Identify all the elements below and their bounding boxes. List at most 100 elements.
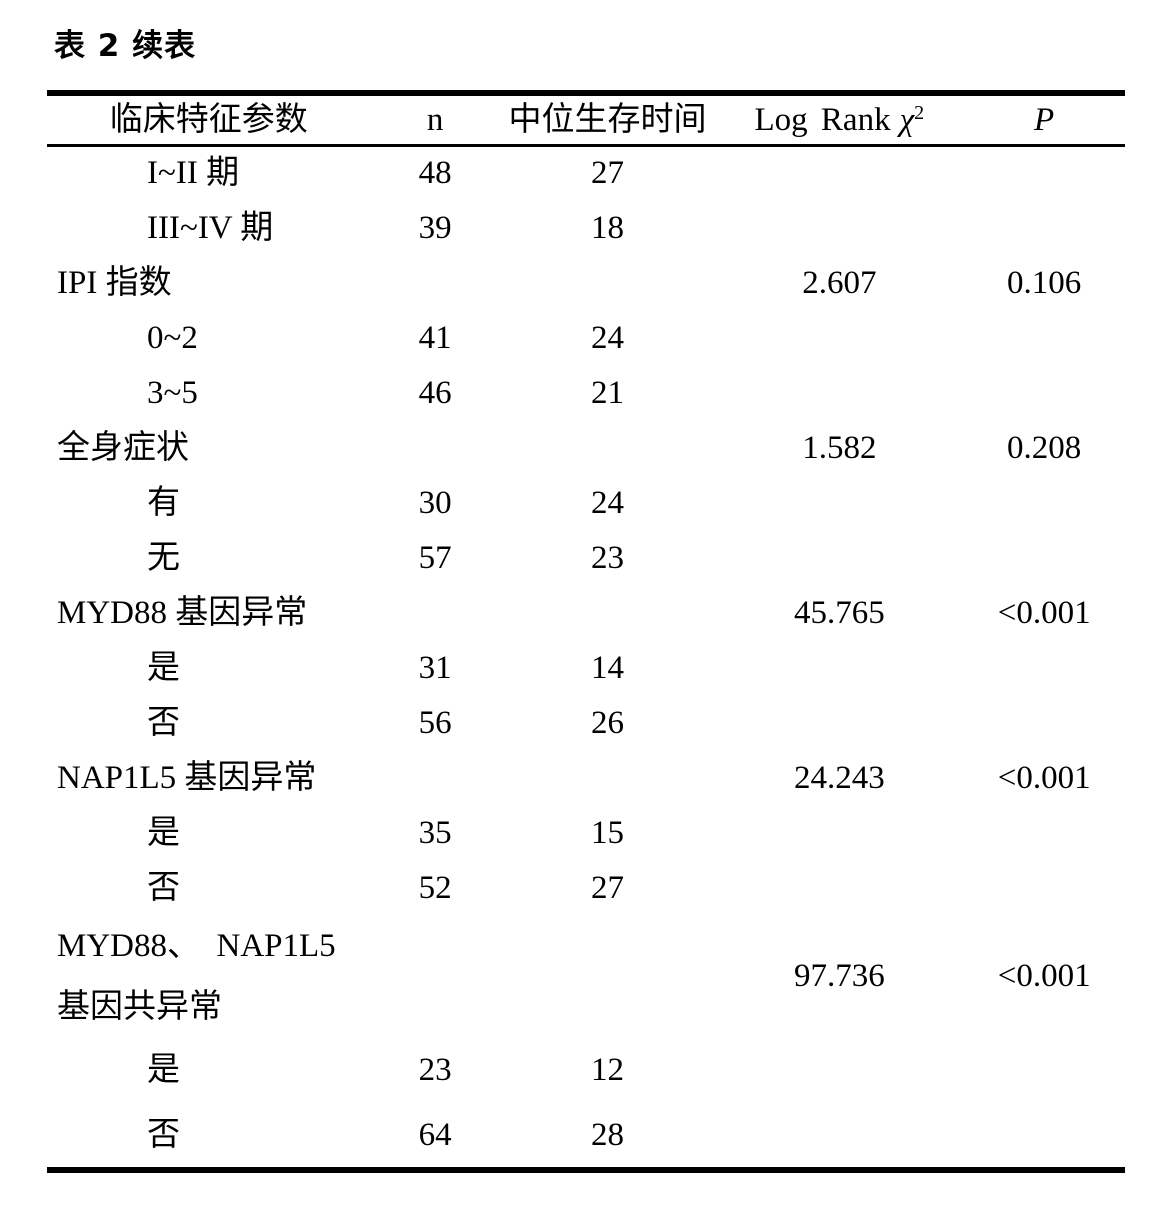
row-label: 否: [147, 869, 180, 906]
cell-p-value: [963, 146, 1125, 201]
cell-n: [370, 751, 499, 806]
cell-n: 23: [418, 1052, 452, 1088]
cell-log-rank: 24.243: [793, 759, 885, 796]
cell-median-survival: [500, 916, 716, 1038]
table-row: III~IV 期 39 18: [47, 201, 1125, 256]
log-rank-text: Log Rank: [754, 102, 891, 138]
cell-log-rank: [715, 641, 963, 696]
cell-log-rank: [715, 366, 963, 421]
cell-p-value: [963, 1104, 1125, 1170]
cell-p-value: <0.001: [997, 958, 1091, 994]
table-row: 否 64 28: [47, 1104, 1125, 1170]
cell-p-value: [963, 806, 1125, 861]
cell-log-rank: 45.765: [793, 594, 885, 631]
table-row: NAP1L5 基因异常 24.243 <0.001: [47, 751, 1125, 806]
table-row: I~II 期 48 27: [47, 146, 1125, 201]
row-label: 否: [147, 704, 180, 741]
cell-p-value: 0.106: [1007, 264, 1082, 301]
survival-analysis-table: 临床特征参数 n 中位生存时间 Log Rank χ2 P I~II 期 48 27 I…: [47, 90, 1125, 1173]
cell-log-rank: [715, 146, 963, 201]
table-row: MYD88 基因异常 45.765 <0.001: [47, 586, 1125, 641]
cell-log-rank: [715, 696, 963, 751]
row-label: 是: [147, 1052, 180, 1088]
cell-n: [370, 256, 499, 311]
cell-p-value: [963, 311, 1125, 366]
cell-n: [370, 586, 499, 641]
table-row: 否 56 26: [47, 696, 1125, 751]
cell-median-survival: 14: [591, 649, 625, 686]
cell-p-value: 0.208: [1007, 429, 1082, 466]
cell-log-rank: [715, 311, 963, 366]
table-header-row: 临床特征参数 n 中位生存时间 Log Rank χ2 P: [47, 93, 1125, 147]
row-label: 0~2: [147, 319, 198, 356]
cell-n: 30: [418, 484, 452, 521]
header-p-value: P: [963, 93, 1125, 147]
cell-log-rank: [715, 476, 963, 531]
cell-median-survival: [500, 421, 716, 476]
table-row: MYD88、 NAP1L5 基因共异常 97.736 <0.001: [47, 916, 1125, 1038]
row-label: 否: [147, 1116, 180, 1153]
row-label-line: MYD88、 NAP1L5: [57, 927, 336, 964]
cell-log-rank: [715, 531, 963, 586]
cell-log-rank: [715, 1038, 963, 1104]
row-label: 3~5: [147, 374, 198, 411]
cell-median-survival: 26: [591, 704, 625, 741]
table-row: 否 52 27: [47, 861, 1125, 916]
cell-median-survival: [500, 751, 716, 806]
cell-log-rank: 2.607: [802, 264, 877, 301]
cell-log-rank: 97.736: [793, 958, 885, 994]
cell-median-survival: 15: [591, 814, 625, 851]
cell-log-rank: [715, 806, 963, 861]
row-label: III~IV 期: [147, 209, 274, 246]
cell-median-survival: 27: [591, 155, 625, 192]
row-label: 是: [147, 814, 180, 851]
cell-n: 35: [418, 814, 452, 851]
cell-median-survival: [500, 256, 716, 311]
cell-median-survival: 12: [591, 1052, 625, 1088]
cell-n: [370, 421, 499, 476]
cell-p-value: [963, 1038, 1125, 1104]
cell-p-value: [963, 641, 1125, 696]
cell-median-survival: [500, 586, 716, 641]
cell-n: 48: [418, 155, 452, 192]
table-header: 临床特征参数 n 中位生存时间 Log Rank χ2 P: [47, 93, 1125, 147]
cell-n: 52: [418, 869, 452, 906]
cell-log-rank: 1.582: [802, 429, 877, 466]
cell-p-value: [963, 531, 1125, 586]
row-label-line: 基因共异常: [57, 988, 222, 1025]
table-row: 是 35 15: [47, 806, 1125, 861]
row-label: NAP1L5 基因异常: [57, 759, 317, 796]
cell-log-rank: [715, 1104, 963, 1170]
cell-median-survival: 27: [591, 869, 625, 906]
cell-p-value: <0.001: [997, 594, 1091, 631]
table-row: 有 30 24: [47, 476, 1125, 531]
table-row: IPI 指数 2.607 0.106: [47, 256, 1125, 311]
row-label: MYD88 基因异常: [57, 594, 308, 631]
row-label: MYD88、 NAP1L5 基因共异常: [47, 916, 370, 1038]
table-row: 是 23 12: [47, 1038, 1125, 1104]
table-row: 无 57 23: [47, 531, 1125, 586]
header-median-survival: 中位生存时间: [499, 93, 716, 147]
table-caption: 表 2 续表: [54, 28, 197, 64]
cell-p-value: <0.001: [997, 759, 1091, 796]
row-label: 是: [147, 649, 180, 686]
cell-p-value: [963, 366, 1125, 421]
table-body: I~II 期 48 27 III~IV 期 39 18 IPI 指数 2.607 0.106 0~…: [47, 146, 1125, 1170]
header-n: n: [370, 93, 500, 147]
table-row: 3~5 46 21: [47, 366, 1125, 421]
row-label: 无: [147, 539, 180, 576]
table-row: 是 31 14: [47, 641, 1125, 696]
row-label: IPI 指数: [57, 264, 172, 301]
cell-n: 57: [418, 539, 452, 576]
chi-exponent: 2: [914, 102, 925, 124]
cell-n: [370, 916, 499, 1038]
cell-p-value: [963, 861, 1125, 916]
cell-median-survival: 24: [591, 484, 625, 521]
cell-n: 41: [418, 319, 452, 356]
cell-p-value: [963, 696, 1125, 751]
table-row: 0~2 41 24: [47, 311, 1125, 366]
row-label: 全身症状: [57, 429, 189, 466]
table-row: 全身症状 1.582 0.208: [47, 421, 1125, 476]
row-label: I~II 期: [147, 155, 240, 192]
cell-n: 64: [418, 1116, 452, 1153]
